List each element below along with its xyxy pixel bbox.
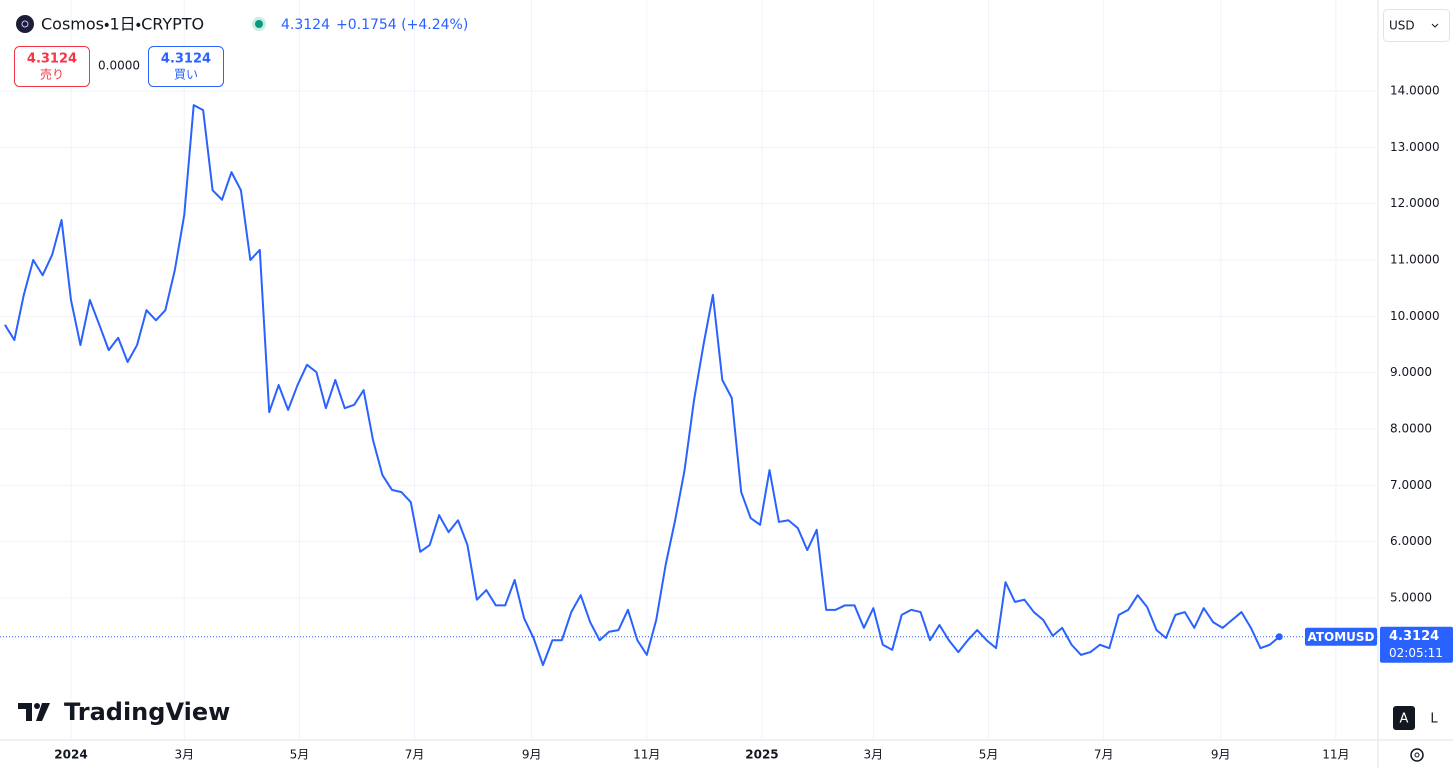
x-tick-label: 9月 [1211,748,1231,762]
price-badge [1380,626,1453,663]
auto-scale-button[interactable] [1393,706,1415,730]
spread: 0.0000 [98,59,140,73]
symbol-icon-core [21,20,29,28]
price-line [4,104,1280,667]
x-tick-label: 2025 [745,748,778,762]
watermark-logo [18,703,50,721]
price-badge-countdown: 02:05:11 [1389,646,1443,660]
symbol-icon[interactable] [16,15,34,33]
last-price: 4.3124 [281,17,330,33]
x-tick-label: 3月 [864,748,884,762]
x-tick-label: 9月 [522,748,542,762]
sell-price[interactable]: 4.3124 [27,52,77,67]
symbol-title[interactable]: Cosmos・1日・CRYPTO [41,15,204,34]
buy-price[interactable]: 4.3124 [161,52,211,67]
log-scale-label[interactable]: L [1430,712,1438,727]
last-point [1275,633,1283,641]
price-badge-value: 4.3124 [1389,629,1439,644]
buy-label[interactable]: 買い [174,68,198,82]
buy-button[interactable] [148,46,224,87]
y-tick-label: 7.0000 [1390,478,1432,492]
x-tick-label: 2024 [54,748,87,762]
y-tick-label: 6.0000 [1390,534,1432,548]
y-tick-label: 8.0000 [1390,422,1432,436]
y-tick-label: 12.0000 [1390,196,1440,210]
price-change: +0.1754 (+4.24%) [336,17,468,33]
currency-caret [1431,23,1439,28]
y-tick-label: 11.0000 [1390,253,1440,267]
symbol-badge [1305,627,1377,646]
x-tick-label: 3月 [174,748,194,762]
y-tick-label: 5.0000 [1390,590,1432,604]
y-tick-label: 10.0000 [1390,309,1440,323]
market-status[interactable] [255,20,263,28]
x-tick-label: 7月 [405,748,425,762]
y-tick-label: 9.0000 [1390,365,1432,379]
settings-icon[interactable] [1410,748,1424,762]
auto-scale-label[interactable]: A [1400,712,1409,727]
y-tick-label: 13.0000 [1390,140,1440,154]
settings-icon-core [1414,752,1420,758]
y-tick-label: 14.0000 [1390,84,1440,98]
currency-select[interactable] [1383,9,1450,42]
sell-button[interactable] [14,46,90,87]
x-tick-label: 11月 [633,748,660,762]
watermark-text: TradingView [64,698,230,726]
x-tick-label: 5月 [979,748,999,762]
currency-label[interactable]: USD [1389,19,1415,33]
symbol-badge-label: ATOMUSD [1307,630,1374,644]
x-tick-label: 11月 [1322,748,1349,762]
sell-label[interactable]: 売り [40,67,64,82]
plot-area [0,0,1378,740]
x-tick-label: 7月 [1094,748,1114,762]
x-tick-label: 5月 [290,748,310,762]
